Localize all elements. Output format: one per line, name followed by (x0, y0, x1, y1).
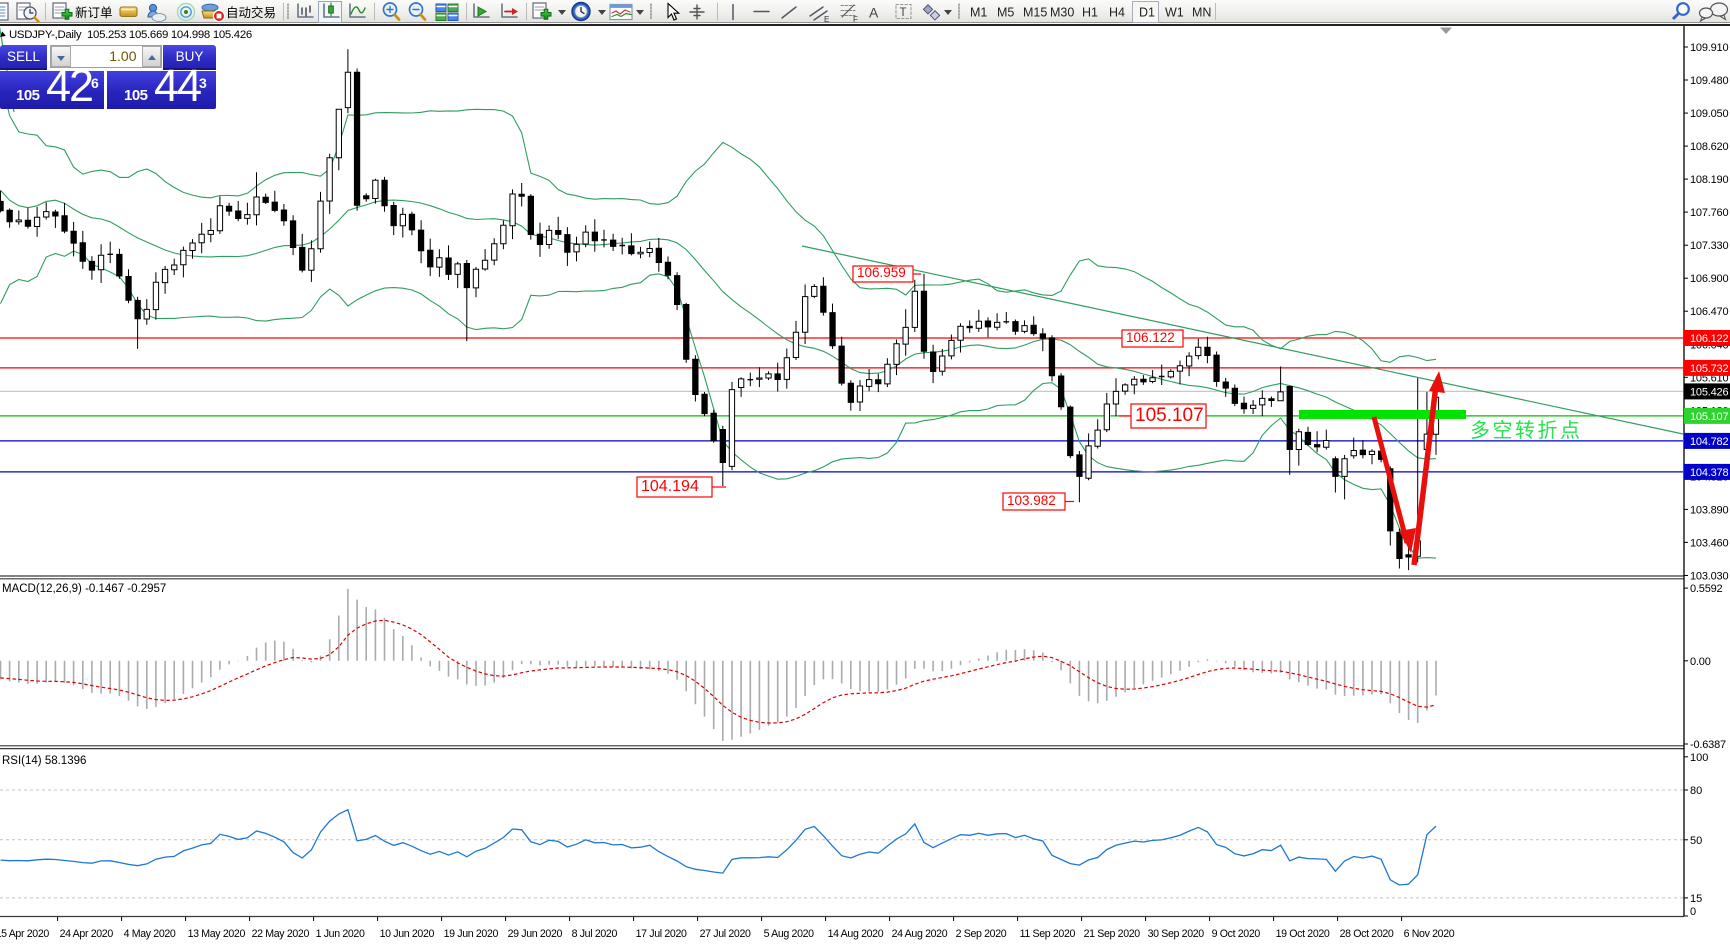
svg-text:106.122: 106.122 (1690, 333, 1728, 345)
svg-text:15: 15 (1690, 893, 1702, 905)
svg-text:30 Sep 2020: 30 Sep 2020 (1148, 928, 1205, 940)
svg-text:106.959: 106.959 (857, 265, 906, 280)
svg-text:103.982: 103.982 (1007, 493, 1056, 508)
svg-text:8 Jul 2020: 8 Jul 2020 (572, 928, 618, 940)
svg-text:15 Apr 2020: 15 Apr 2020 (0, 928, 49, 940)
svg-text:104.782: 104.782 (1690, 436, 1728, 448)
svg-text:H1: H1 (1082, 6, 1098, 20)
svg-text:F: F (853, 15, 858, 24)
svg-text:109.050: 109.050 (1690, 108, 1728, 120)
svg-text:109.480: 109.480 (1690, 75, 1728, 87)
svg-text:103.460: 103.460 (1690, 537, 1728, 549)
svg-text:T: T (900, 7, 907, 19)
svg-text:6 Nov 2020: 6 Nov 2020 (1404, 928, 1455, 940)
svg-text:106.470: 106.470 (1690, 306, 1728, 318)
svg-text:自动交易: 自动交易 (226, 5, 276, 20)
svg-text:19 Jun 2020: 19 Jun 2020 (444, 928, 499, 940)
svg-text:多空转折点: 多空转折点 (1470, 419, 1583, 442)
svg-text:105.107: 105.107 (1135, 405, 1204, 426)
svg-text:27 Jul 2020: 27 Jul 2020 (700, 928, 751, 940)
svg-text:105.732: 105.732 (1690, 363, 1728, 375)
svg-text:0.5592: 0.5592 (1690, 583, 1723, 595)
svg-text:80: 80 (1690, 785, 1702, 797)
svg-text:-0.6387: -0.6387 (1690, 739, 1726, 751)
svg-text:M15: M15 (1023, 6, 1047, 20)
svg-text:1 Jun 2020: 1 Jun 2020 (316, 928, 365, 940)
svg-text:100: 100 (1690, 752, 1708, 764)
svg-text:50: 50 (1690, 835, 1702, 847)
svg-text:21 Sep 2020: 21 Sep 2020 (1084, 928, 1141, 940)
svg-text:105.107: 105.107 (1690, 411, 1728, 423)
svg-text:24 Aug 2020: 24 Aug 2020 (892, 928, 948, 940)
svg-text:M1: M1 (970, 6, 987, 20)
svg-text:A: A (869, 5, 879, 21)
svg-text:107.760: 107.760 (1690, 207, 1728, 219)
svg-text:W1: W1 (1165, 6, 1184, 20)
svg-text:103.030: 103.030 (1690, 571, 1728, 583)
svg-text:MN: MN (1192, 6, 1211, 20)
svg-text:D1: D1 (1139, 6, 1155, 20)
svg-text:22 May 2020: 22 May 2020 (252, 928, 310, 940)
svg-text:107.330: 107.330 (1690, 240, 1728, 252)
svg-text:24 Apr 2020: 24 Apr 2020 (60, 928, 114, 940)
svg-text:4 May 2020: 4 May 2020 (124, 928, 176, 940)
svg-text:9 Oct 2020: 9 Oct 2020 (1212, 928, 1261, 940)
svg-text:109.910: 109.910 (1690, 42, 1728, 54)
svg-text:108.620: 108.620 (1690, 141, 1728, 153)
svg-text:M5: M5 (997, 6, 1014, 20)
svg-text:104.194: 104.194 (641, 478, 699, 495)
svg-text:106.900: 106.900 (1690, 273, 1728, 285)
svg-text:10 Jun 2020: 10 Jun 2020 (380, 928, 435, 940)
svg-text:104.378: 104.378 (1690, 467, 1728, 479)
svg-text:新订单: 新订单 (75, 5, 113, 20)
svg-text:106.122: 106.122 (1126, 330, 1175, 345)
svg-text:103.890: 103.890 (1690, 504, 1728, 516)
svg-text:E: E (824, 15, 829, 24)
svg-text:17 Jul 2020: 17 Jul 2020 (636, 928, 687, 940)
svg-text:11 Sep 2020: 11 Sep 2020 (1020, 928, 1076, 940)
svg-text:M30: M30 (1050, 6, 1074, 20)
svg-text:5 Aug 2020: 5 Aug 2020 (764, 928, 815, 940)
svg-text:MACD(12,26,9) -0.1467 -0.2957: MACD(12,26,9) -0.1467 -0.2957 (2, 583, 166, 595)
svg-text:0: 0 (1690, 906, 1696, 918)
svg-text:14 Aug 2020: 14 Aug 2020 (828, 928, 884, 940)
svg-text:13 May 2020: 13 May 2020 (188, 928, 246, 940)
svg-text:H4: H4 (1109, 6, 1125, 20)
svg-text:RSI(14) 58.1396: RSI(14) 58.1396 (2, 755, 86, 767)
svg-text:29 Jun 2020: 29 Jun 2020 (508, 928, 563, 940)
svg-text:0.00: 0.00 (1690, 656, 1711, 668)
svg-text:28 Oct 2020: 28 Oct 2020 (1340, 928, 1394, 940)
svg-text:108.190: 108.190 (1690, 174, 1728, 186)
svg-text:2 Sep 2020: 2 Sep 2020 (956, 928, 1007, 940)
svg-text:105.426: 105.426 (1690, 386, 1728, 398)
svg-text:19 Oct 2020: 19 Oct 2020 (1276, 928, 1330, 940)
